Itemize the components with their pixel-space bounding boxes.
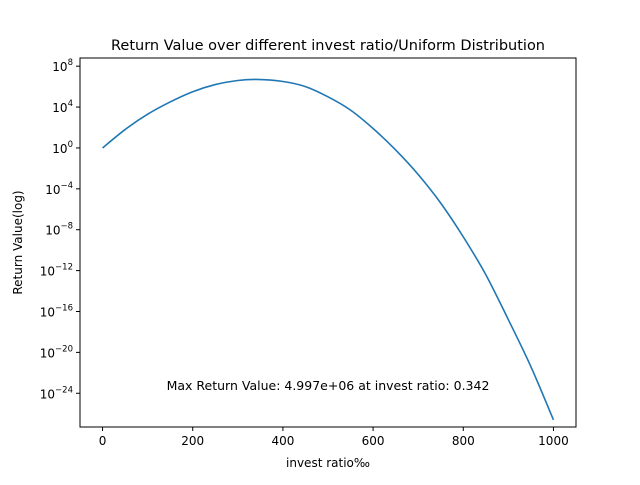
y-tick-label: 104: [52, 99, 73, 115]
y-tick-label: 108: [52, 58, 73, 74]
y-tick-label-base: 10: [52, 142, 67, 156]
y-tick-label-exponent: 0: [68, 140, 73, 150]
y-tick-label: 10−20: [40, 344, 73, 360]
y-tick-label-base: 10: [45, 224, 60, 238]
y-tick-label-base: 10: [40, 305, 55, 319]
y-tick-label-base: 10: [52, 101, 67, 115]
y-tick-label: 10−12: [40, 263, 73, 279]
y-tick-label: 10−16: [40, 303, 73, 319]
y-axis-label: Return Value(log): [11, 190, 25, 294]
x-tick-label: 400: [271, 434, 294, 448]
y-tick-label-exponent: −12: [55, 263, 73, 273]
y-tick-label-exponent: −16: [55, 303, 73, 313]
y-tick-label-base: 10: [52, 60, 67, 74]
y-tick-label-base: 10: [45, 183, 60, 197]
y-tick-label-exponent: 4: [68, 99, 73, 109]
x-axis-label: invest ratio‰: [286, 456, 370, 470]
y-tick-label-base: 10: [40, 265, 55, 279]
y-tick-label: 10−8: [45, 222, 73, 238]
x-tick-label: 800: [452, 434, 475, 448]
chart-title: Return Value over different invest ratio…: [111, 38, 545, 54]
y-tick-label: 10−24: [40, 385, 73, 401]
y-tick-label-exponent: −8: [60, 222, 73, 232]
plot-frame: [79, 57, 577, 428]
y-tick-label-base: 10: [40, 346, 55, 360]
x-tick-label: 0: [99, 434, 107, 448]
plot-layer: [102, 78, 555, 421]
y-tick-label-exponent: −4: [60, 181, 73, 191]
x-axis-ticks: 0 200 400 600 800 1000: [99, 427, 569, 448]
y-tick-label-exponent: −24: [55, 385, 73, 395]
y-tick-label-exponent: 8: [68, 58, 73, 68]
y-tick-label-exponent: −20: [55, 344, 73, 354]
x-tick-label: 1000: [538, 434, 569, 448]
y-tick-label: 100: [52, 140, 73, 156]
y-tick-label: 10−4: [45, 181, 73, 197]
x-tick-label: 200: [181, 434, 204, 448]
x-tick-label: 600: [362, 434, 385, 448]
return-value-line: [102, 78, 555, 421]
max-return-annotation: Max Return Value: 4.997e+06 at invest ra…: [167, 378, 490, 393]
y-tick-label-base: 10: [40, 387, 55, 401]
